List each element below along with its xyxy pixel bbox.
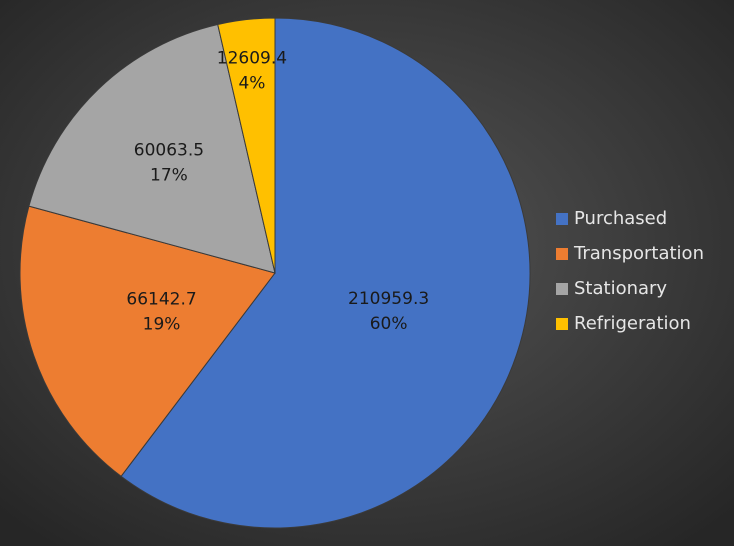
- data-label: 210959.3: [348, 289, 429, 309]
- percentage-label: 19%: [143, 315, 181, 335]
- data-label: 66142.7: [126, 290, 196, 310]
- pie-slice: [120, 17, 531, 529]
- data-label: 12609.4: [217, 48, 287, 68]
- percentage-label: 60%: [370, 314, 408, 334]
- legend-swatch: [556, 213, 568, 225]
- pie-slice: [28, 23, 276, 274]
- legend-label: Purchased: [574, 208, 667, 229]
- percentage-label: 4%: [238, 73, 265, 93]
- percentage-label: 17%: [150, 166, 188, 186]
- legend-swatch: [556, 283, 568, 295]
- legend-swatch: [556, 318, 568, 330]
- legend-swatch: [556, 248, 568, 260]
- pie-slice: [217, 17, 276, 274]
- legend-label: Transportation: [573, 243, 704, 264]
- legend-label: Stationary: [574, 278, 667, 299]
- pie-slice: [19, 205, 276, 478]
- legend-label: Refrigeration: [574, 313, 691, 334]
- data-label: 60063.5: [134, 141, 204, 161]
